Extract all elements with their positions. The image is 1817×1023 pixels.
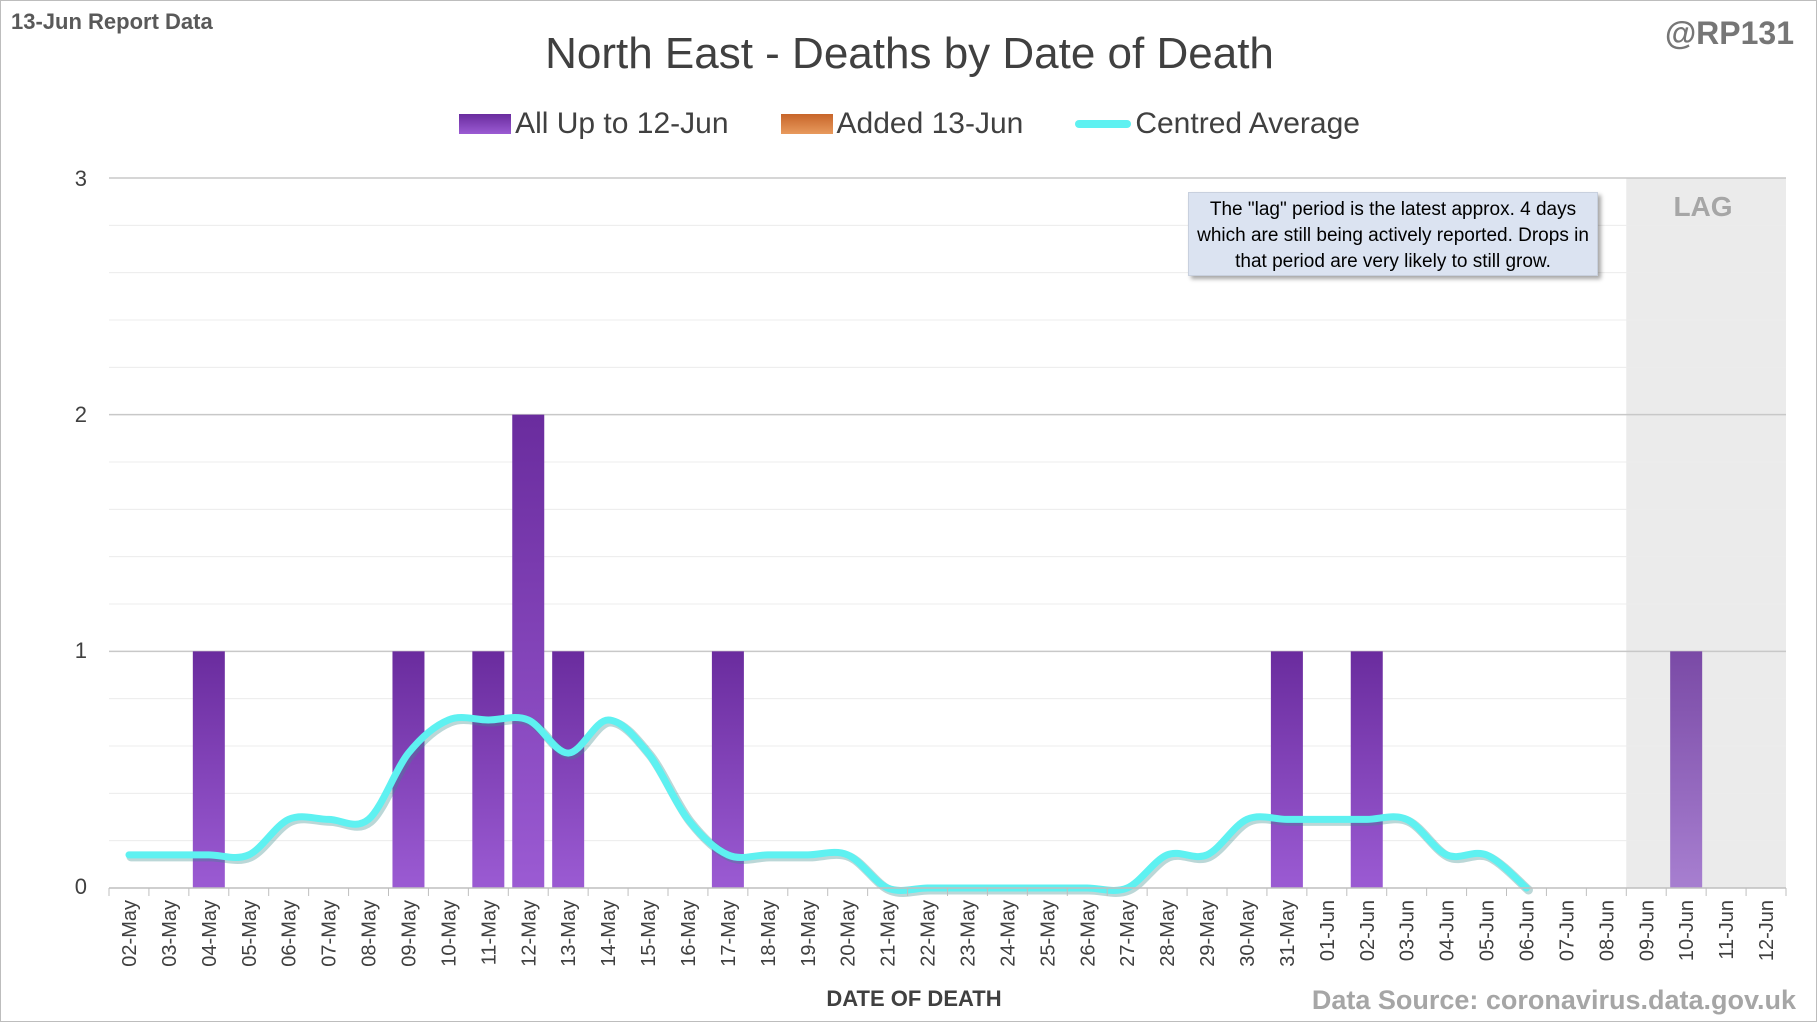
average-line bbox=[125, 714, 1530, 894]
x-tick-label: 02-Jun bbox=[1357, 900, 1379, 961]
x-tick-label: 07-May bbox=[319, 900, 341, 967]
x-tick-label: 24-May bbox=[997, 900, 1019, 967]
x-tick-label: 09-May bbox=[398, 900, 420, 967]
x-tick-label: 30-May bbox=[1237, 900, 1259, 967]
y-tick-label: 2 bbox=[74, 402, 87, 427]
average-line-shadow bbox=[126, 715, 1533, 897]
x-axis-title: DATE OF DEATH bbox=[826, 986, 1002, 1011]
y-tick-label: 1 bbox=[74, 638, 87, 663]
x-tick-label: 06-May bbox=[279, 900, 301, 967]
x-tick-label: 11-May bbox=[478, 900, 500, 965]
x-tick-label: 13-May bbox=[558, 900, 580, 967]
x-tick-label: 11-Jun bbox=[1716, 900, 1738, 960]
x-tick-label: 04-May bbox=[199, 900, 221, 967]
report-label: 13-Jun Report Data bbox=[11, 9, 213, 34]
legend-swatch-orange bbox=[780, 114, 833, 134]
y-tick-label: 3 bbox=[74, 166, 87, 191]
x-tick-label: 10-May bbox=[438, 900, 460, 967]
bar-all-up-to-12-jun bbox=[1670, 651, 1703, 888]
y-tick-label: 0 bbox=[74, 874, 87, 899]
author-handle: @RP131 bbox=[1664, 15, 1794, 51]
x-tick-label: 21-May bbox=[878, 900, 900, 967]
x-tick-label: 22-May bbox=[918, 900, 940, 967]
x-tick-label: 01-Jun bbox=[1317, 900, 1339, 961]
x-tick-label: 05-Jun bbox=[1477, 900, 1499, 961]
bar-all-up-to-12-jun bbox=[472, 651, 505, 888]
x-tick-label: 27-May bbox=[1117, 900, 1139, 967]
x-tick-label: 10-Jun bbox=[1676, 900, 1698, 961]
legend-label-added: Added 13-Jun bbox=[836, 107, 1024, 140]
legend-label-average: Centred Average bbox=[1135, 107, 1360, 140]
legend: All Up to 12-Jun Added 13-Jun Centred Av… bbox=[1, 107, 1817, 141]
lag-label: LAG bbox=[1673, 191, 1733, 222]
x-tick-label: 19-May bbox=[798, 900, 820, 967]
bar-all-up-to-12-jun bbox=[1270, 651, 1303, 888]
x-tick-label: 28-May bbox=[1157, 900, 1179, 967]
x-tick-label: 20-May bbox=[838, 900, 860, 967]
x-tick-label: 07-Jun bbox=[1556, 900, 1578, 961]
x-tick-label: 17-May bbox=[718, 900, 740, 967]
legend-item-average: Centred Average bbox=[1075, 107, 1360, 141]
x-tick-label: 12-May bbox=[518, 900, 540, 967]
x-tick-label: 25-May bbox=[1037, 900, 1059, 967]
x-tick-label: 03-May bbox=[159, 900, 181, 967]
x-tick-label: 02-May bbox=[119, 900, 141, 967]
x-tick-label: 29-May bbox=[1197, 900, 1219, 967]
x-tick-label: 03-Jun bbox=[1397, 900, 1419, 961]
x-tick-label: 04-Jun bbox=[1437, 900, 1459, 961]
x-tick-label: 18-May bbox=[758, 900, 780, 967]
legend-swatch-purple bbox=[459, 114, 512, 134]
chart-title: North East - Deaths by Date of Death bbox=[545, 29, 1274, 78]
x-tick-label: 15-May bbox=[638, 900, 660, 967]
x-tick-label: 12-Jun bbox=[1756, 900, 1778, 961]
x-tick-label: 16-May bbox=[678, 900, 700, 967]
bar-all-up-to-12-jun bbox=[552, 651, 585, 888]
x-tick-label: 31-May bbox=[1277, 900, 1299, 967]
bar-all-up-to-12-jun bbox=[512, 414, 545, 888]
x-tick-label: 08-May bbox=[359, 900, 381, 967]
legend-label-all: All Up to 12-Jun bbox=[515, 107, 729, 140]
x-tick-label: 06-Jun bbox=[1516, 900, 1538, 961]
data-source: Data Source: coronavirus.data.gov.uk bbox=[1311, 985, 1796, 1015]
x-tick-label: 05-May bbox=[239, 900, 261, 967]
x-tick-label: 08-Jun bbox=[1596, 900, 1618, 961]
x-tick-label: 23-May bbox=[957, 900, 979, 967]
legend-swatch-line bbox=[1075, 120, 1132, 128]
bar-all-up-to-12-jun bbox=[1350, 651, 1383, 888]
x-tick-label: 14-May bbox=[598, 900, 620, 967]
lag-shade bbox=[1626, 178, 1786, 888]
x-tick-label: 26-May bbox=[1077, 900, 1099, 967]
x-tick-label: 09-Jun bbox=[1636, 900, 1658, 961]
lag-annotation-box: The "lag" period is the latest approx. 4… bbox=[1188, 192, 1598, 276]
legend-item-added: Added 13-Jun bbox=[780, 107, 1024, 141]
legend-item-all: All Up to 12-Jun bbox=[459, 107, 729, 141]
bar-all-up-to-12-jun bbox=[192, 651, 225, 888]
